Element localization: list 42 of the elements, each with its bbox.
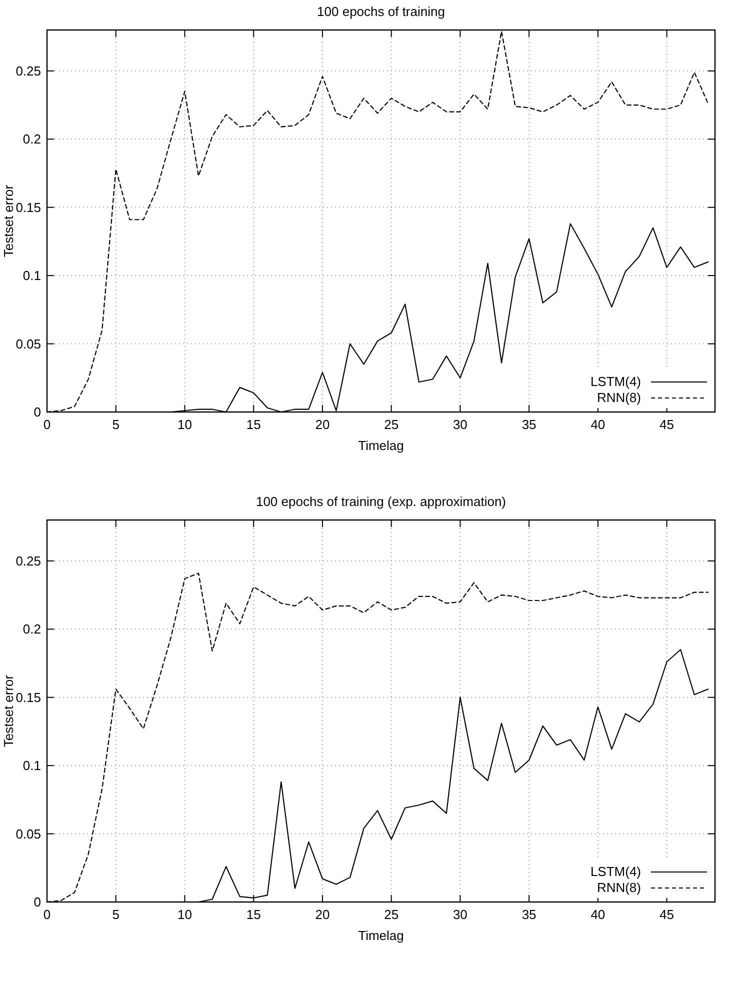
y-tick-label: 0.25 bbox=[16, 63, 41, 78]
x-tick-label: 15 bbox=[246, 417, 261, 432]
x-tick-label: 10 bbox=[178, 907, 192, 922]
y-tick-label: 0.15 bbox=[16, 200, 41, 215]
x-tick-label: 20 bbox=[315, 417, 330, 432]
y-tick-label: 0 bbox=[34, 894, 41, 910]
x-tick-label: 40 bbox=[590, 907, 606, 922]
x-tick-label: 30 bbox=[452, 907, 468, 922]
x-tick-label: 40 bbox=[590, 417, 606, 432]
x-tick-label: 0 bbox=[43, 417, 51, 432]
chart-title: 100 epochs of training bbox=[317, 4, 445, 19]
y-tick-label: 0.2 bbox=[22, 132, 41, 147]
y-tick-label: 0.05 bbox=[16, 826, 41, 842]
x-axis-title: Timelag bbox=[358, 928, 404, 943]
legend-label: LSTM(4) bbox=[590, 864, 641, 879]
x-tick-label: 25 bbox=[384, 907, 399, 922]
y-tick-label: 0.1 bbox=[22, 758, 41, 774]
x-tick-label: 25 bbox=[384, 417, 399, 432]
x-tick-label: 35 bbox=[522, 417, 536, 432]
chart-title: 100 epochs of training (exp. approximation) bbox=[256, 494, 506, 509]
x-tick-label: 35 bbox=[522, 907, 536, 922]
y-axis-title: Testset error bbox=[1, 674, 16, 748]
y-tick-label: 0.1 bbox=[22, 268, 41, 284]
legend-label: RNN(8) bbox=[596, 880, 641, 895]
x-tick-label: 5 bbox=[112, 907, 120, 922]
y-axis-title: Testset error bbox=[1, 184, 16, 258]
y-tick-label: 0.15 bbox=[16, 690, 41, 705]
x-tick-label: 5 bbox=[112, 417, 120, 432]
y-tick-label: 0.2 bbox=[22, 622, 41, 637]
x-tick-label: 15 bbox=[246, 907, 261, 922]
x-axis-title: Timelag bbox=[358, 438, 404, 453]
x-tick-label: 45 bbox=[660, 907, 674, 922]
y-tick-label: 0.25 bbox=[16, 553, 41, 568]
x-tick-label: 0 bbox=[43, 907, 51, 922]
legend-label: RNN(8) bbox=[596, 390, 641, 405]
legend-label: LSTM(4) bbox=[590, 374, 641, 389]
x-tick-label: 10 bbox=[178, 417, 192, 432]
x-tick-label: 45 bbox=[660, 417, 674, 432]
y-tick-label: 0 bbox=[34, 404, 41, 420]
x-tick-label: 20 bbox=[315, 907, 330, 922]
y-tick-label: 0.05 bbox=[16, 336, 41, 352]
x-tick-label: 30 bbox=[452, 417, 468, 432]
